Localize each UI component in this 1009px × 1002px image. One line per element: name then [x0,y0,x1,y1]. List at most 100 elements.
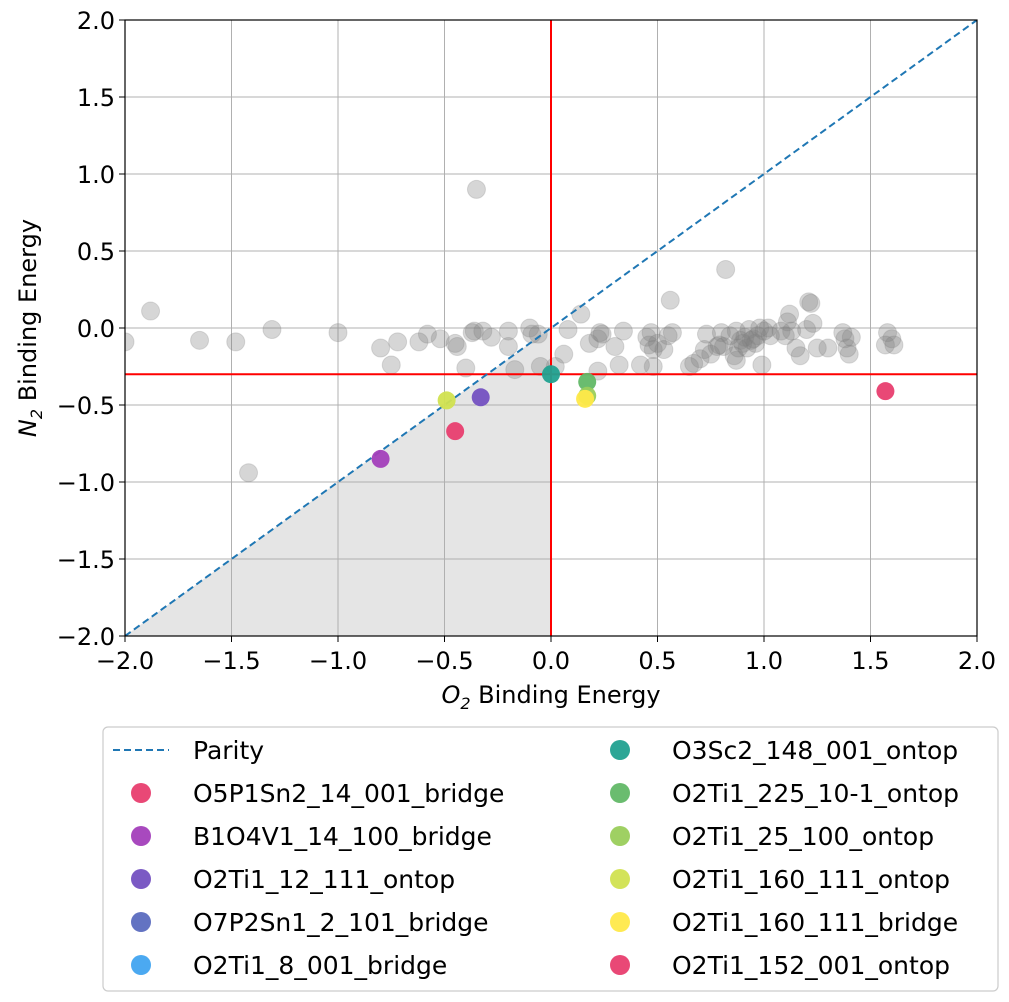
x-tick-label: −2.0 [96,647,154,675]
background-point [726,321,746,341]
background-point [592,324,612,344]
background-point [701,344,721,364]
background-point [841,327,861,347]
background-point [748,326,768,346]
background-point [731,330,751,350]
background-point [726,350,746,370]
background-point [643,340,663,360]
background-point [498,336,518,356]
background-point [884,335,904,355]
background-point [684,353,704,373]
series-point-O2Ti1_225_10-1_ontop [578,372,597,391]
background-point [639,335,659,355]
x-tick-label: −1.5 [202,647,260,675]
legend-label: O5P1Sn2_14_001_bridge [193,779,504,808]
background-point [464,321,484,341]
background-point [590,323,610,343]
background-point [654,340,674,360]
y-tick-label: 1.5 [77,84,115,112]
background-point [466,179,486,199]
legend-marker [610,869,630,889]
background-point [714,336,734,356]
background-point [520,318,540,338]
background-point [737,338,757,358]
background-point [786,338,806,358]
background-point [799,292,819,312]
x-tick-label: 1.0 [745,647,783,675]
background-point [835,329,855,349]
background-point [226,332,246,352]
background-point [745,333,765,353]
background-point [643,357,663,376]
series-point-O3Sc2_148_001_ontop [542,365,560,384]
legend-label: B1O4V1_14_100_bridge [193,822,492,851]
background-point [837,338,857,358]
series-point-B1O4V1_14_100_bridge [371,449,390,468]
background-point [882,329,902,349]
background-point [775,326,795,346]
background-point [709,335,729,355]
background-point [743,329,763,349]
background-point [641,323,661,343]
background-point [417,324,437,344]
background-point [752,355,772,375]
background-point [558,320,578,340]
x-tick-label: 0.5 [638,647,676,675]
legend-frame [102,726,999,992]
background-point [690,349,710,369]
background-point [720,326,740,346]
legend-marker [131,826,151,846]
background-point [696,324,716,344]
background-point [456,358,476,378]
background-point [609,355,629,375]
background-point [141,301,161,321]
legend-marker [610,955,630,975]
background-point [588,329,608,349]
background-point [662,323,682,343]
background-point [716,259,736,279]
y-axis-title: N2 Binding Energy [14,219,46,437]
background-point [807,338,827,358]
background-point [613,321,633,341]
legend-marker [610,912,630,932]
plot-area [124,19,978,637]
background-point [803,313,823,333]
legend-label: O2Ti1_152_001_ontop [672,951,950,980]
background-point [739,320,759,340]
series-point-O2Ti1_160_111_ontop [437,391,456,410]
background-point [505,360,525,380]
background-point [735,327,755,347]
x-tick-label: 1.5 [851,647,889,675]
series-point-O2Ti1_12_111_ontop [471,388,490,407]
background-point [528,324,548,344]
legend-label: O2Ti1_12_111_ontop [193,865,455,894]
background-point [780,304,800,324]
background-point [839,344,859,364]
background-point [648,333,667,353]
background-point [660,290,680,310]
y-tick-label: 1.0 [77,161,115,189]
background-point [833,323,853,343]
series-point-O2Ti1_152_001_ontop [446,422,465,441]
background-point [409,332,429,352]
y-tick-label: −2.0 [57,623,115,651]
background-point [388,332,408,352]
background-point [473,321,493,341]
legend: Parity O5P1Sn2_14_001_bridge B1O4V1_14_100… [102,726,999,992]
legend-label: O2Ti1_160_111_bridge [672,908,958,937]
legend-label: O2Ti1_8_001_bridge [193,951,447,980]
background-point [782,321,802,341]
background-point [430,329,450,349]
background-point [605,336,625,356]
background-point [462,323,482,343]
legend-label: O3Sc2_148_001_ontop [672,736,958,765]
y-tick-label: −1.0 [57,469,115,497]
background-point [328,323,348,343]
x-tick-label: 0.0 [532,647,570,675]
background-point [758,318,778,338]
legend-marker [131,912,151,932]
background-point [445,333,465,353]
background-point [554,344,574,364]
background-point [818,338,838,358]
background-point [498,321,518,341]
